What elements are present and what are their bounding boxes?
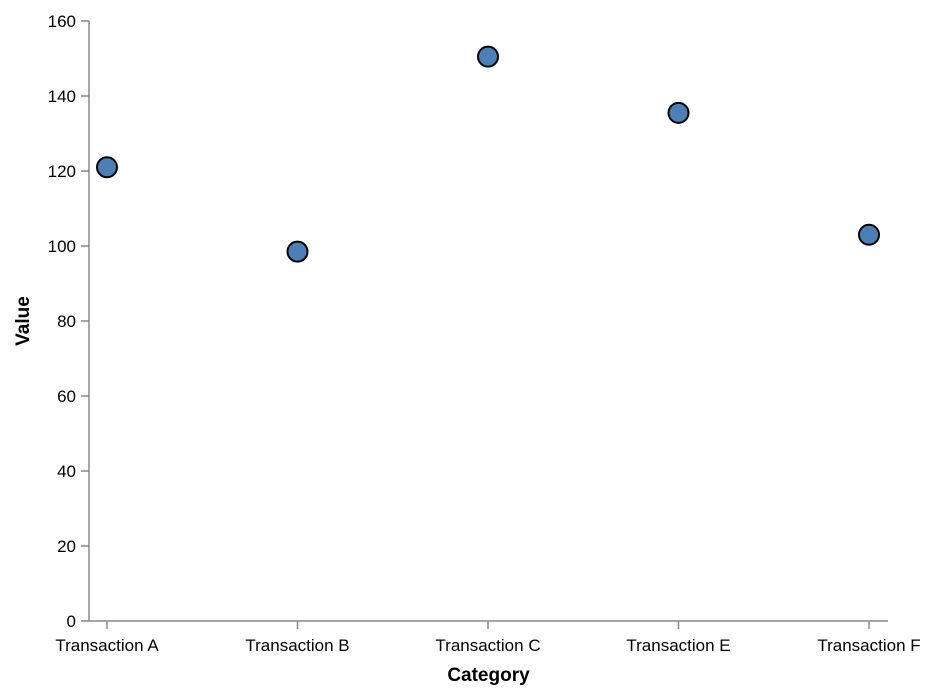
x-tick-label: Transaction C [435,636,540,655]
y-tick-label: 60 [57,387,76,406]
y-axis-title: Value [13,296,34,346]
x-tick-label: Transaction B [245,636,349,655]
x-tick-label: Transaction A [55,636,159,655]
y-tick-label: 20 [57,537,76,556]
y-tick-label: 120 [48,162,76,181]
y-tick-label: 100 [48,237,76,256]
data-point[interactable] [477,45,499,68]
y-tick-label: 160 [48,12,76,31]
y-tick-label: 40 [57,462,76,481]
data-point[interactable] [858,223,880,246]
y-axis: 0 20 40 60 80 100 120 140 160 [48,12,90,631]
data-point[interactable] [667,101,690,124]
y-tick-label: 0 [67,612,76,631]
data-point[interactable] [286,240,309,263]
y-tick-label: 140 [48,87,76,106]
x-tick-label: Transaction F [817,636,920,655]
x-axis: Transaction A Transaction B Transaction C T… [55,620,921,655]
data-points [96,45,880,263]
data-point[interactable] [96,156,118,179]
x-tick-label: Transaction E [626,636,730,655]
x-axis-title: Category [447,665,530,686]
y-tick-label: 80 [57,312,76,331]
